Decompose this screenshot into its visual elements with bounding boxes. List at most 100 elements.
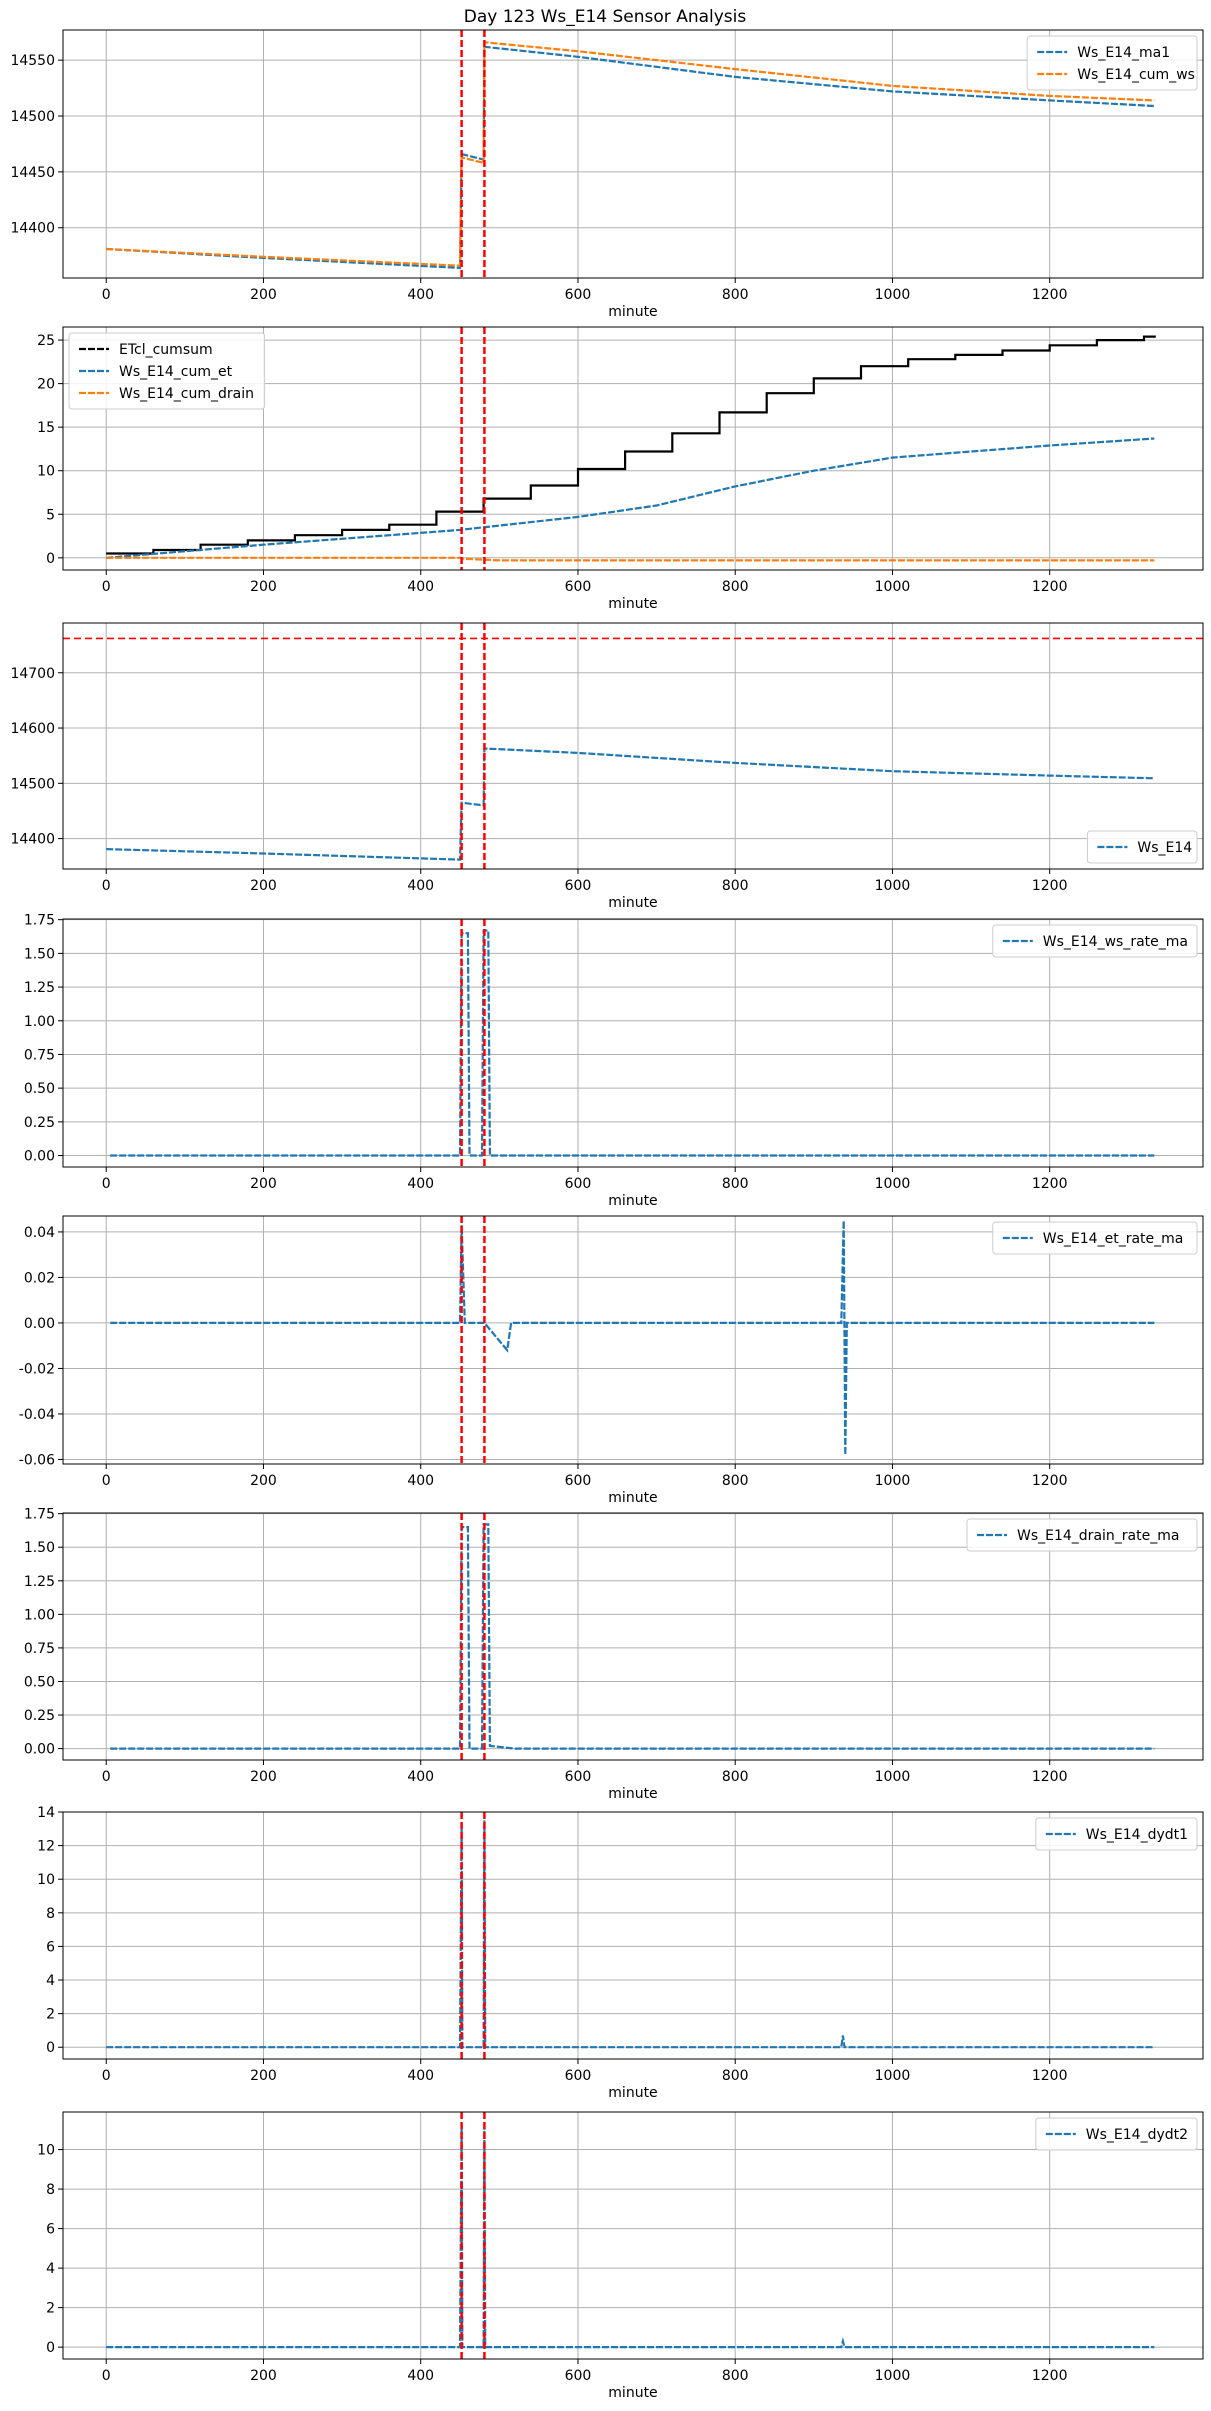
legend-label: Ws_E14_dydt1: [1086, 1827, 1188, 1843]
x-tick-label: 800: [722, 1176, 749, 1192]
y-tick-label: 8: [46, 1906, 55, 1922]
y-tick-label: 14500: [10, 776, 55, 792]
x-tick-label: 200: [250, 878, 277, 894]
y-tick-label: 14550: [10, 53, 55, 69]
x-tick-label: 600: [565, 1769, 592, 1785]
chart-panel-6: 0 200 400 600 800 1000 1200 0.00 0.25 0.50 0.75 1.0…: [24, 1507, 1204, 1802]
x-tick-label: 1000: [875, 1176, 911, 1192]
x-tick-label: 800: [722, 1473, 749, 1489]
plot-area: [110, 1216, 1155, 1464]
y-tick-label: 14400: [10, 221, 55, 237]
x-axis-label: minute: [608, 2085, 657, 2101]
x-tick-label: 1200: [1032, 2368, 1068, 2384]
y-tick-label: 0: [46, 2340, 55, 2356]
plot-area: [106, 2112, 1155, 2359]
legend-box: [68, 332, 266, 410]
x-axis-label: minute: [608, 304, 657, 320]
x-tick-label: 600: [565, 1473, 592, 1489]
y-tick-label: 1.00: [24, 1607, 55, 1623]
x-tick-label: 400: [407, 287, 434, 303]
plot-frame: [62, 1512, 1204, 1761]
x-tick-label: 0: [102, 1473, 111, 1489]
x-tick-label: 400: [407, 2068, 434, 2084]
x-tick-label: 200: [250, 1769, 277, 1785]
y-tick-label: 14700: [10, 666, 55, 682]
x-tick-label: 400: [407, 878, 434, 894]
x-tick-label: 600: [565, 2368, 592, 2384]
x-axis-label: minute: [608, 2385, 657, 2401]
y-tick-label: -0.02: [19, 1361, 55, 1377]
plot-area: [106, 1812, 1155, 2059]
y-tick-label: 0.50: [24, 1081, 55, 1097]
plot-frame: [62, 918, 1204, 1168]
x-axis-label: minute: [608, 1193, 657, 1209]
y-tick-label: 25: [37, 333, 55, 349]
x-tick-label: 200: [250, 2068, 277, 2084]
x-tick-label: 1200: [1032, 287, 1068, 303]
chart-panel-2: 0 200 400 600 800 1000 1200 0 5 10 15 20 25 minute ETc…: [37, 326, 1204, 612]
x-tick-label: 1200: [1032, 1473, 1068, 1489]
legend-label: Ws_E14_dydt2: [1086, 2127, 1188, 2143]
x-tick-label: 600: [565, 878, 592, 894]
x-tick-label: 0: [102, 287, 111, 303]
legend-box: [1035, 2117, 1198, 2151]
legend: Ws_E14_ma1 Ws_E14_cum_ws: [1026, 35, 1198, 91]
series-line-ETcl_cumsum: [106, 335, 1156, 555]
plot-frame: [62, 29, 1204, 279]
y-tick-label: 0.00: [24, 1149, 55, 1165]
x-tick-label: 800: [722, 878, 749, 894]
x-tick-label: 1000: [875, 2368, 911, 2384]
x-tick-label: 800: [722, 579, 749, 595]
legend: Ws_E14_ws_rate_ma: [992, 924, 1198, 958]
y-tick-label: 5: [46, 507, 55, 523]
y-tick-label: 14400: [10, 832, 55, 848]
plot-area: [106, 30, 1155, 278]
legend-label: Ws_E14_drain_rate_ma: [1017, 1528, 1179, 1544]
plot-frame: [62, 1811, 1204, 2060]
legend: ETcl_cumsum Ws_E14_cum_et Ws_E14_cum_drain: [68, 332, 266, 410]
plot-area: [110, 919, 1155, 1167]
legend-box: [1086, 830, 1198, 864]
x-tick-label: 600: [565, 2068, 592, 2084]
x-tick-label: 0: [102, 1176, 111, 1192]
y-tick-label: 4: [46, 1973, 55, 1989]
x-tick-label: 1000: [875, 287, 911, 303]
legend-label: Ws_E14: [1137, 840, 1192, 856]
legend-label: Ws_E14_et_rate_ma: [1043, 1231, 1184, 1247]
y-tick-label: 0.25: [24, 1708, 55, 1724]
y-tick-label: 2: [46, 2007, 55, 2023]
y-tick-label: 14500: [10, 109, 55, 125]
y-tick-label: 8: [46, 2182, 55, 2198]
legend: Ws_E14: [1086, 830, 1198, 864]
x-tick-label: 400: [407, 1473, 434, 1489]
x-axis-label: minute: [608, 1786, 657, 1802]
chart-panel-5: 0 200 400 600 800 1000 1200 -0.06 -0.04 -0.02 0.00…: [19, 1215, 1204, 1506]
x-tick-label: 800: [722, 2368, 749, 2384]
y-tick-label: 0.00: [24, 1316, 55, 1332]
legend: Ws_E14_et_rate_ma: [992, 1221, 1198, 1255]
y-tick-label: 0: [46, 2040, 55, 2056]
legend: Ws_E14_dydt2: [1035, 2117, 1198, 2151]
x-axis-label: minute: [608, 1490, 657, 1506]
y-tick-label: 1.75: [24, 1507, 55, 1523]
x-tick-label: 200: [250, 2368, 277, 2384]
y-tick-label: 6: [46, 2222, 55, 2238]
x-tick-label: 1200: [1032, 2068, 1068, 2084]
x-tick-label: 1000: [875, 878, 911, 894]
series-line-Ws_E14_cum_et: [106, 437, 1155, 559]
legend: Ws_E14_dydt1: [1035, 1817, 1198, 1851]
y-tick-label: 1.00: [24, 1014, 55, 1030]
y-tick-label: 15: [37, 420, 55, 436]
x-tick-label: 400: [407, 2368, 434, 2384]
x-tick-label: 0: [102, 2068, 111, 2084]
x-axis-label: minute: [608, 596, 657, 612]
y-tick-label: -0.04: [19, 1407, 55, 1423]
x-tick-label: 1200: [1032, 1769, 1068, 1785]
y-tick-label: 10: [37, 1872, 55, 1888]
chart-panel-3: 0 200 400 600 800 1000 1200 14400 14500 14600 1470…: [10, 622, 1204, 911]
legend-box: [1026, 35, 1198, 91]
x-tick-label: 1000: [875, 2068, 911, 2084]
y-tick-label: 1.25: [24, 1574, 55, 1590]
x-tick-label: 200: [250, 1176, 277, 1192]
chart-panel-4: 0 200 400 600 800 1000 1200 0.00 0.25 0.50 0.75 1.0…: [24, 913, 1204, 1209]
